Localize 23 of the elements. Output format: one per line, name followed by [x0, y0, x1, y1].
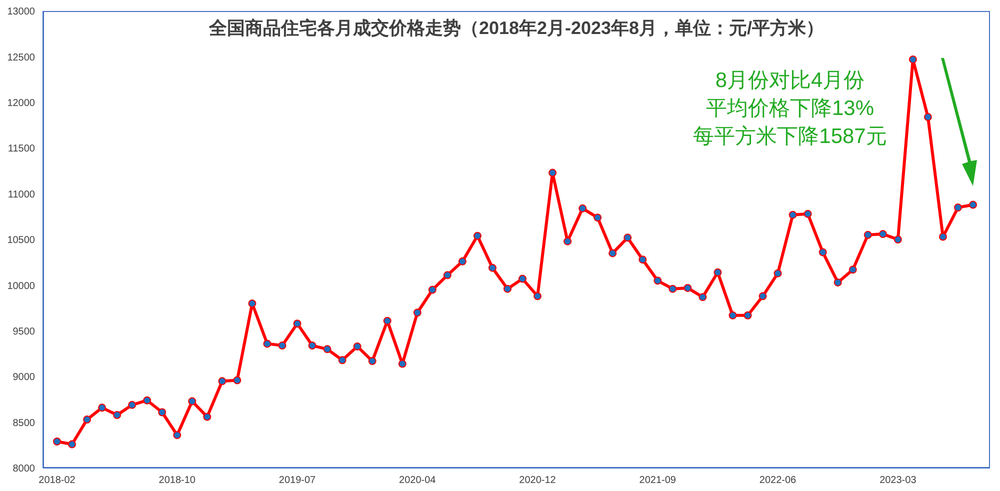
y-tick-label: 9500: [12, 326, 36, 338]
x-tick-label: 2023-03: [880, 475, 917, 486]
x-tick-label: 2022-06: [759, 475, 797, 486]
annotation: 8月份对比4月份: [714, 68, 866, 94]
y-tick-label: 9000: [12, 372, 36, 384]
y-tick-label: 12000: [7, 98, 36, 109]
x-tick-label: 2020-12: [519, 475, 556, 486]
y-tick-label: 11000: [8, 189, 36, 200]
x-tick-label: 2018-02: [38, 475, 76, 486]
x-tick-label: 2020-04: [399, 475, 436, 486]
y-tick-label: 13000: [7, 6, 36, 18]
x-tick-label: 2019-07: [278, 475, 316, 486]
y-tick-label: 10500: [7, 235, 36, 246]
y-tick-label: 8000: [12, 464, 36, 475]
y-tick-label: 10000: [7, 280, 36, 292]
x-tick-label: 2018-10: [158, 475, 196, 486]
y-tick-label: 8500: [12, 418, 36, 429]
x-tick-label: 2021-09: [639, 475, 676, 486]
y-tick-label: 11500: [8, 144, 36, 155]
y-tick-label: 12500: [7, 52, 36, 64]
annotation: 每平方米下降1587元: [692, 124, 888, 150]
annotation: 平均价格下降13%: [704, 96, 876, 122]
chart-title: 全国商品住宅各月成交价格走势（2018年2月-2023年8月，单位：元/平方米）: [208, 17, 826, 40]
